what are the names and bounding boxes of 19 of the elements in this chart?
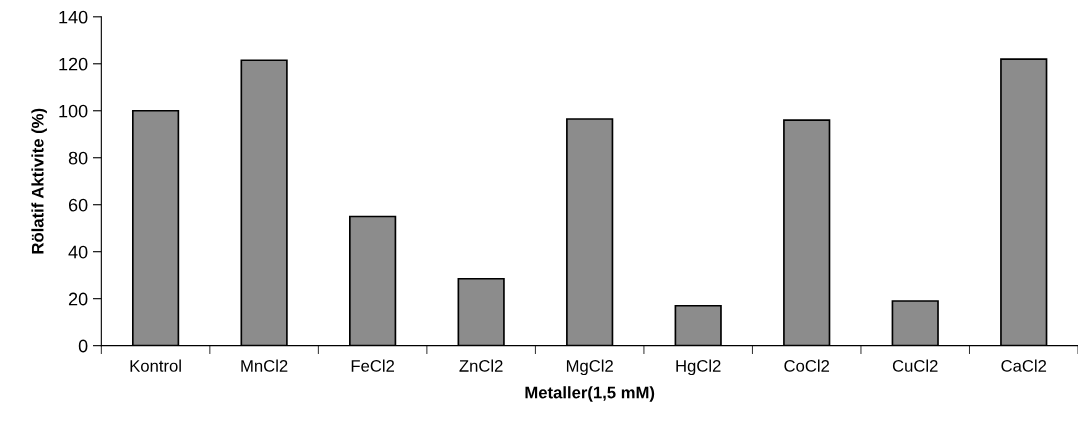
x-tick-label: CaCl2 <box>1001 359 1047 372</box>
x-tick-label: FeCl2 <box>351 359 395 372</box>
y-tick-label: 40 <box>68 245 88 259</box>
y-tick-label: 20 <box>68 292 88 306</box>
y-axis-title: Rölatif Aktivite (%) <box>31 108 47 254</box>
x-axis-title: Metaller(1,5 mM) <box>525 386 655 402</box>
y-tick-label: 80 <box>68 151 88 165</box>
y-tick-label: 140 <box>59 10 88 24</box>
x-tick-label: CuCl2 <box>892 359 938 372</box>
x-tick-label: HgCl2 <box>676 359 721 376</box>
y-tick-label: 0 <box>78 339 88 353</box>
x-tick-label: Kontrol <box>130 359 181 372</box>
y-tick-label: 120 <box>59 57 88 71</box>
x-tick-label: ZnCl2 <box>459 359 503 372</box>
x-tick-label: MgCl2 <box>566 359 613 376</box>
y-tick-label: 100 <box>59 104 88 118</box>
y-tick-label: 60 <box>68 198 88 212</box>
x-tick-label: MnCl2 <box>241 359 288 372</box>
x-tick-label: CoCl2 <box>784 359 830 372</box>
